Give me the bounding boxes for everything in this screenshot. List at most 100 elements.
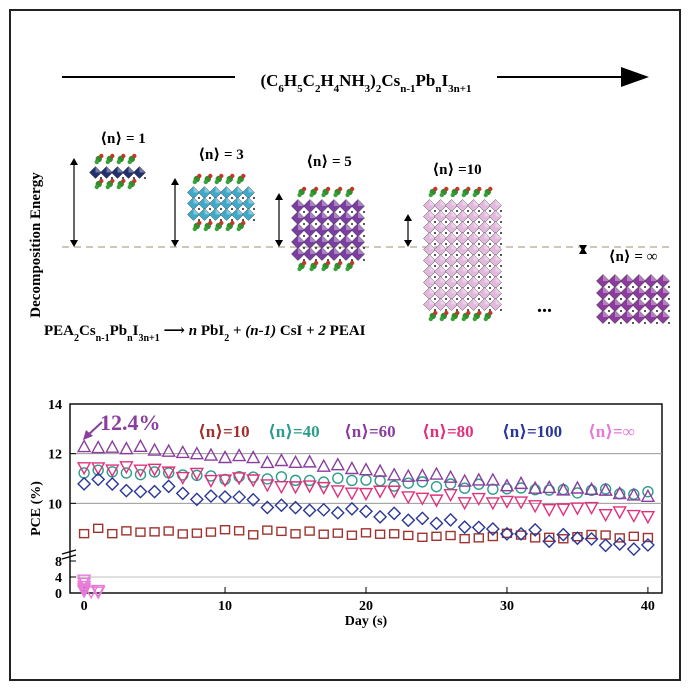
cs-cation (327, 223, 329, 225)
octahedron-highlight (429, 287, 436, 294)
data-point (457, 497, 472, 511)
cs-cation (608, 322, 610, 324)
octahedron-highlight (429, 210, 436, 217)
octahedron (187, 208, 200, 221)
data-point (513, 496, 529, 510)
organic-cation (472, 316, 477, 322)
data-point (76, 439, 92, 453)
data-point (556, 482, 571, 496)
octahedron-highlight (429, 254, 436, 261)
organic-cation (225, 226, 230, 232)
series-6 (76, 574, 106, 600)
cs-cation (363, 235, 365, 237)
data-point (527, 480, 543, 494)
data-point (374, 474, 386, 487)
arrow-head (171, 178, 179, 185)
cs-cation (656, 310, 658, 312)
cs-cation (434, 232, 436, 234)
cs-cation (500, 298, 502, 300)
phase-label: ⟨n⟩ = 5 (306, 154, 352, 170)
octahedron-highlight (484, 254, 491, 261)
data-point (558, 534, 569, 544)
octahedron-highlight (663, 274, 670, 281)
x-tick-label: 0 (81, 599, 88, 614)
data-point (443, 469, 458, 483)
organic-cation (99, 178, 104, 184)
data-point (232, 490, 247, 505)
cs-cation (500, 254, 502, 256)
organic-cation (428, 192, 433, 198)
data-point (626, 487, 641, 501)
octahedron-highlight (440, 265, 447, 272)
octahedron-highlight (462, 276, 469, 283)
data-point (147, 442, 162, 456)
octahedron-highlight (451, 210, 458, 217)
octahedron-highlight (603, 274, 610, 281)
data-point (316, 481, 331, 496)
cs-cation (209, 208, 211, 210)
octahedron-highlight (484, 221, 491, 228)
cs-cation (500, 221, 502, 223)
octahedron (89, 166, 102, 179)
organic-cation (192, 179, 197, 185)
data-point (302, 454, 317, 468)
data-point (344, 501, 359, 516)
cs-cation (456, 298, 458, 300)
cs-cation (231, 208, 233, 210)
cs-cation (467, 254, 469, 256)
figure-frame (9, 9, 681, 681)
octahedron-highlight (651, 298, 658, 305)
octahedron-highlight (215, 186, 222, 193)
data-point (360, 528, 372, 538)
cs-cation (500, 287, 502, 289)
data-point (572, 532, 583, 542)
organic-cation (325, 260, 331, 266)
organic-cation (197, 173, 202, 179)
cs-cation (608, 310, 610, 312)
octahedron-highlight (429, 298, 436, 305)
cs-cation (489, 221, 491, 223)
cs-cation (644, 310, 646, 312)
y-tick-label: 10 (48, 497, 62, 512)
organic-cation (301, 260, 307, 266)
arrow-head (404, 214, 412, 221)
legend-entry: ⟨n⟩=∞ (588, 422, 635, 441)
legend-entry: ⟨n⟩=80 (422, 422, 474, 441)
organic-cation (219, 173, 224, 179)
cs-cation (656, 298, 658, 300)
cs-cation (632, 322, 634, 324)
cs-cation (209, 197, 211, 199)
data-point (387, 506, 402, 521)
cs-cation (339, 211, 341, 213)
data-point (105, 464, 120, 478)
data-point (445, 530, 456, 541)
organic-cation (325, 186, 331, 192)
phase-3: ⟨n⟩ = 5 (275, 154, 365, 272)
data-point (443, 488, 458, 503)
data-point (527, 500, 543, 514)
data-point (91, 440, 106, 454)
cs-cation (632, 298, 634, 300)
data-point (584, 531, 599, 546)
octahedron-highlight (495, 298, 502, 305)
data-point (387, 467, 402, 481)
organic-cation (236, 179, 241, 185)
cs-cation (445, 309, 447, 311)
series-4 (76, 461, 656, 525)
data-point (76, 462, 92, 476)
organic-cation (225, 179, 230, 185)
octahedron-highlight (484, 199, 491, 206)
data-point (161, 443, 176, 457)
cs-cation (644, 298, 646, 300)
octahedron-highlight (322, 211, 329, 218)
data-point (77, 476, 92, 491)
octahedron-highlight (117, 166, 124, 173)
data-point (107, 528, 118, 539)
data-point (458, 482, 471, 494)
octahedron-highlight (451, 243, 458, 250)
cs-cation (668, 310, 670, 312)
data-point (231, 472, 247, 486)
cs-cation (363, 211, 365, 213)
cs-cation (242, 219, 244, 221)
octahedron-highlight (226, 208, 233, 215)
